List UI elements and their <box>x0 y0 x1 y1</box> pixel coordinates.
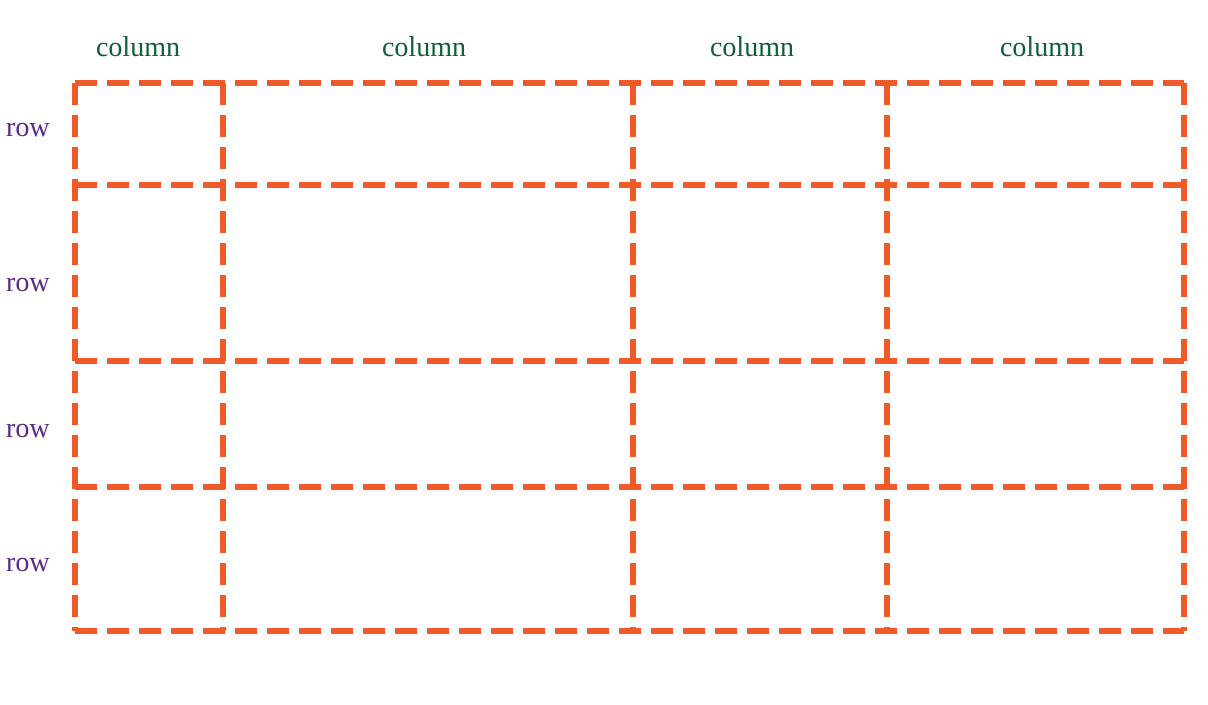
column-label: column <box>1000 32 1084 63</box>
row-label: row <box>6 112 50 143</box>
column-label: column <box>382 32 466 63</box>
column-label: column <box>710 32 794 63</box>
row-label: row <box>6 413 50 444</box>
column-label: column <box>96 32 180 63</box>
row-label: row <box>6 547 50 578</box>
row-label: row <box>6 267 50 298</box>
